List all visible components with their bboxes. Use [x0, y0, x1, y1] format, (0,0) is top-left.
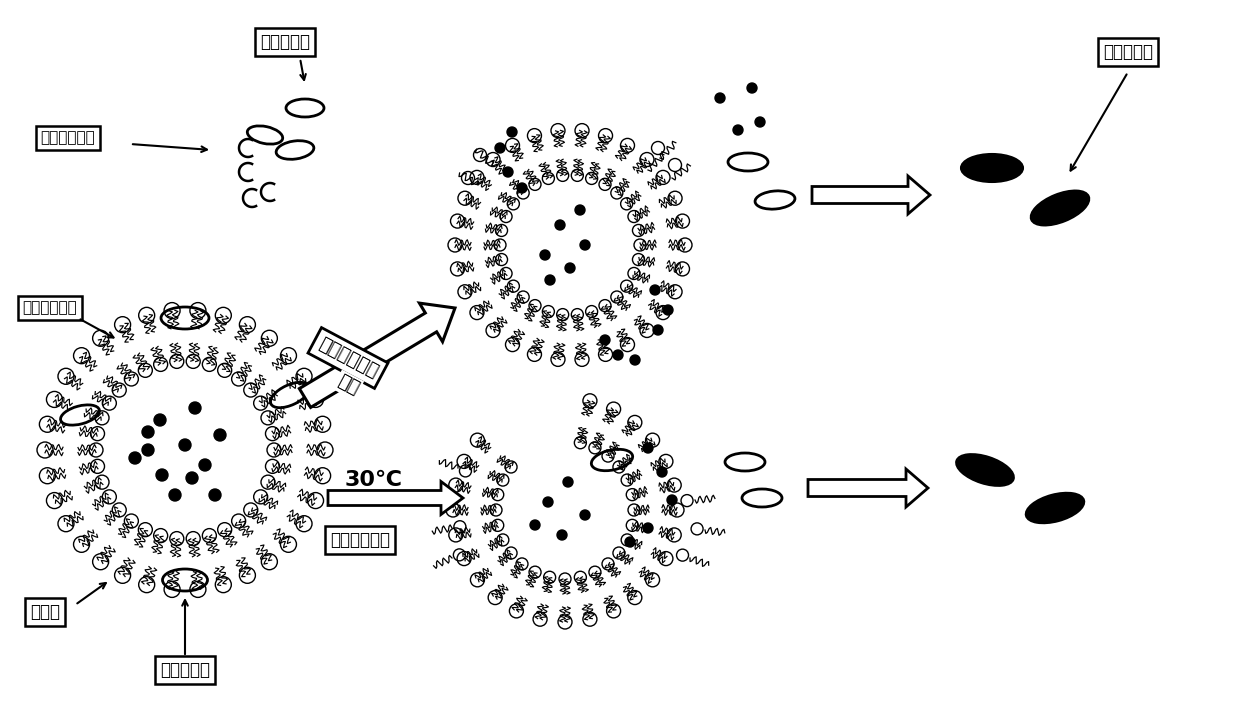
Circle shape	[546, 275, 556, 285]
Circle shape	[625, 537, 635, 547]
Circle shape	[644, 443, 653, 453]
Text: 30℃: 30℃	[345, 470, 403, 490]
Circle shape	[653, 325, 663, 335]
Circle shape	[156, 469, 167, 481]
Circle shape	[630, 355, 640, 365]
Ellipse shape	[1025, 493, 1084, 523]
Circle shape	[179, 439, 191, 451]
Circle shape	[529, 520, 539, 530]
Circle shape	[557, 530, 567, 540]
Text: 活的腐败菌: 活的腐败菌	[260, 33, 310, 51]
Text: 死的腐败菌: 死的腐败菌	[1104, 43, 1153, 61]
Circle shape	[154, 414, 166, 426]
Text: 分泌的蛋白酶: 分泌的蛋白酶	[41, 130, 95, 146]
Circle shape	[746, 83, 756, 93]
Circle shape	[556, 220, 565, 230]
Text: 双分子层松散: 双分子层松散	[330, 531, 391, 549]
Circle shape	[198, 459, 211, 471]
Circle shape	[667, 495, 677, 505]
Circle shape	[575, 205, 585, 215]
FancyArrow shape	[808, 469, 928, 507]
Circle shape	[543, 497, 553, 507]
Ellipse shape	[956, 454, 1014, 486]
Circle shape	[565, 263, 575, 273]
Circle shape	[580, 240, 590, 250]
Circle shape	[129, 452, 141, 464]
Circle shape	[657, 467, 667, 477]
Circle shape	[143, 444, 154, 456]
FancyArrow shape	[299, 303, 455, 407]
Circle shape	[495, 143, 505, 153]
Circle shape	[143, 426, 154, 438]
Circle shape	[169, 489, 181, 501]
Text: 酪蛋白: 酪蛋白	[30, 603, 60, 621]
Circle shape	[517, 183, 527, 193]
Text: 肉桂醛精油: 肉桂醛精油	[160, 661, 210, 679]
Text: 磷脂双分子层: 磷脂双分子层	[22, 300, 77, 315]
Circle shape	[613, 350, 622, 360]
Circle shape	[580, 510, 590, 520]
Circle shape	[650, 285, 660, 295]
Circle shape	[715, 93, 725, 103]
Text: 蛋白: 蛋白	[335, 372, 362, 398]
Circle shape	[644, 523, 653, 533]
Ellipse shape	[961, 154, 1023, 182]
Circle shape	[186, 472, 198, 484]
Circle shape	[507, 127, 517, 137]
Circle shape	[210, 489, 221, 501]
FancyArrow shape	[329, 481, 463, 515]
Circle shape	[733, 125, 743, 135]
Ellipse shape	[1030, 191, 1089, 225]
Circle shape	[215, 429, 226, 441]
Circle shape	[539, 250, 551, 260]
Text: 蛋白酶水解酪: 蛋白酶水解酪	[315, 335, 381, 381]
Circle shape	[600, 335, 610, 345]
Circle shape	[188, 402, 201, 414]
Circle shape	[503, 167, 513, 177]
Circle shape	[563, 477, 573, 487]
FancyArrow shape	[812, 176, 930, 214]
Circle shape	[755, 117, 765, 127]
Circle shape	[663, 305, 673, 315]
